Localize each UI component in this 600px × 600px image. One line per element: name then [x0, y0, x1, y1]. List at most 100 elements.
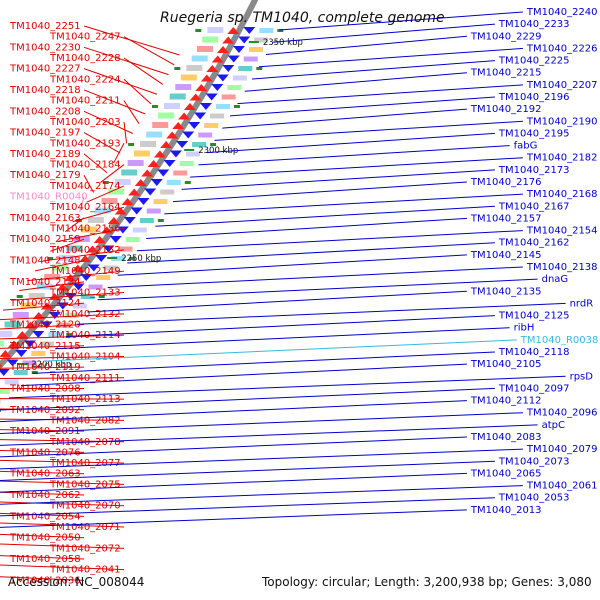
left-gene-label[interactable]: TM1040_2050	[9, 533, 81, 544]
left-gene-label[interactable]: TM1040_2063	[9, 469, 81, 480]
left-gene-label[interactable]: TM1040_2054	[9, 511, 81, 522]
left-gene-label[interactable]: TM1040_2247	[49, 32, 121, 43]
right-gene-label[interactable]: TM1040_2182	[526, 153, 598, 164]
right-gene-label[interactable]: TM1040_2013	[470, 505, 542, 516]
right-gene-label[interactable]: TM1040_2097	[498, 383, 570, 394]
left-gene-label[interactable]: TM1040_2132	[49, 309, 121, 320]
left-gene-label[interactable]: TM1040_2115	[9, 341, 81, 352]
right-gene-label[interactable]: TM1040_2073	[498, 456, 570, 467]
right-gene-label[interactable]: TM1040_2233	[498, 19, 570, 30]
right-gene-label[interactable]: ribH	[514, 323, 535, 334]
left-gene-label[interactable]: TM1040_2208	[9, 106, 81, 117]
left-gene-label[interactable]: TM1040_2184	[49, 160, 121, 171]
right-gene-label[interactable]: TM1040_2135	[470, 286, 542, 297]
left-gene-label[interactable]: TM1040_2149	[49, 266, 121, 277]
left-gene-label[interactable]: TM1040_2077	[49, 458, 121, 469]
left-gene-label[interactable]: TM1040_2156	[49, 224, 121, 235]
right-gene-label[interactable]: rpsD	[570, 371, 594, 382]
right-gene-label[interactable]: TM1040_2157	[470, 213, 542, 224]
left-gene-label[interactable]: TM1040_2193	[49, 138, 121, 149]
left-gene-label[interactable]: TM1040_2174	[49, 181, 121, 192]
left-gene-label[interactable]: TM1040_2228	[49, 53, 121, 64]
left-gene-label[interactable]: TM1040_2072	[49, 543, 121, 554]
left-gene-label[interactable]: TM1040_2124	[9, 298, 81, 309]
left-gene-label[interactable]: TM1040_2189	[9, 149, 81, 160]
right-gene-label[interactable]: TM1040_2190	[526, 116, 598, 127]
right-gene-label[interactable]: TM1040_2154	[526, 226, 598, 237]
left-gene-label[interactable]: TM1040_2203	[49, 117, 121, 128]
left-gene-label[interactable]: TM1040_R0040	[9, 192, 88, 203]
right-gene-label[interactable]: fabG	[514, 141, 538, 152]
left-gene-label[interactable]: TM1040_2227	[9, 64, 81, 75]
right-gene-label[interactable]: TM1040_2065	[470, 468, 542, 479]
left-gene-label[interactable]: TM1040_2218	[9, 85, 81, 96]
left-gene-label[interactable]: TM1040_2230	[9, 42, 81, 53]
gene-function-block	[160, 189, 175, 195]
right-leader-line	[251, 60, 495, 80]
left-gene-label[interactable]: TM1040_2133	[49, 288, 121, 299]
left-gene-label[interactable]: TM1040_2179	[9, 170, 81, 181]
right-gene-label[interactable]: TM1040_R0038	[520, 335, 599, 346]
left-leader-line	[123, 121, 128, 144]
right-gene-label[interactable]: TM1040_2138	[526, 262, 598, 273]
reverse-gene-arrow	[227, 55, 240, 63]
left-gene-label[interactable]: TM1040_2211	[49, 96, 121, 107]
gene-function-block	[127, 160, 144, 166]
left-leader-line	[83, 68, 158, 95]
left-gene-label[interactable]: TM1040_2075	[49, 479, 121, 490]
left-gene-label[interactable]: TM1040_2092	[9, 405, 81, 416]
right-gene-label[interactable]: TM1040_2225	[498, 56, 570, 67]
right-gene-label[interactable]: TM1040_2167	[498, 201, 570, 212]
right-gene-label[interactable]: TM1040_2079	[526, 444, 598, 455]
right-gene-label[interactable]: TM1040_2162	[498, 238, 570, 249]
left-gene-label[interactable]: TM1040_2036	[9, 575, 81, 586]
right-gene-label[interactable]: TM1040_2145	[470, 250, 542, 261]
left-gene-label[interactable]: TM1040_2058	[9, 554, 81, 565]
right-gene-label[interactable]: TM1040_2096	[526, 408, 598, 419]
right-gene-label[interactable]: TM1040_2207	[526, 80, 598, 91]
right-gene-label[interactable]: TM1040_2168	[526, 189, 598, 200]
forward-gene-arrow	[71, 264, 84, 272]
right-gene-label[interactable]: TM1040_2176	[470, 177, 542, 188]
right-gene-label[interactable]: TM1040_2215	[470, 68, 542, 79]
left-gene-label[interactable]: TM1040_2148	[9, 256, 81, 267]
left-gene-label[interactable]: TM1040_2134	[9, 277, 81, 288]
right-gene-label[interactable]: TM1040_2112	[470, 396, 542, 407]
left-gene-label[interactable]: TM1040_2070	[49, 501, 121, 512]
right-gene-label[interactable]: atpC	[542, 420, 565, 431]
left-gene-label[interactable]: TM1040_2113	[49, 394, 121, 405]
right-leader-line	[206, 132, 495, 154]
left-gene-label[interactable]: TM1040_2159	[9, 234, 81, 245]
left-gene-label[interactable]: TM1040_2062	[9, 490, 81, 501]
left-gene-label[interactable]: TM1040_2164	[49, 202, 121, 213]
right-gene-label[interactable]: TM1040_2053	[498, 493, 570, 504]
right-gene-label[interactable]: TM1040_2226	[526, 43, 598, 54]
right-gene-label[interactable]: TM1040_2192	[470, 104, 542, 115]
left-gene-label[interactable]: TM1040_2224	[49, 74, 121, 85]
right-gene-label[interactable]: TM1040_2125	[498, 311, 570, 322]
tick-marker	[233, 105, 240, 108]
left-gene-label[interactable]: TM1040_2251	[9, 21, 81, 32]
right-gene-label[interactable]: TM1040_2173	[498, 165, 570, 176]
left-gene-label[interactable]: TM1040_2041	[49, 565, 121, 576]
left-gene-label[interactable]: TM1040_2076	[9, 447, 81, 458]
gene-function-block	[80, 294, 95, 299]
right-gene-label[interactable]: TM1040_2195	[498, 128, 570, 139]
left-gene-label[interactable]: TM1040_2120	[9, 319, 81, 330]
right-gene-label[interactable]: TM1040_2240	[526, 7, 598, 18]
right-gene-label[interactable]: TM1040_2196	[498, 92, 570, 103]
left-gene-label[interactable]: TM1040_2152	[49, 245, 121, 256]
right-gene-label[interactable]: TM1040_2105	[470, 359, 542, 370]
right-gene-label[interactable]: nrdR	[570, 298, 594, 309]
left-gene-label[interactable]: TM1040_2197	[9, 128, 81, 139]
left-gene-label[interactable]: TM1040_2082	[49, 415, 121, 426]
right-gene-label[interactable]: TM1040_2229	[470, 31, 542, 42]
forward-gene-arrow	[172, 122, 185, 129]
right-gene-label[interactable]: TM1040_2083	[470, 432, 542, 443]
left-gene-label[interactable]: TM1040_2163	[9, 213, 81, 224]
gene-function-block	[31, 351, 46, 356]
right-gene-label[interactable]: dnaG	[542, 274, 569, 285]
left-gene-label[interactable]: TM1040_2071	[49, 522, 121, 533]
right-gene-label[interactable]: TM1040_2118	[498, 347, 570, 358]
right-gene-label[interactable]: TM1040_2061	[526, 481, 598, 492]
